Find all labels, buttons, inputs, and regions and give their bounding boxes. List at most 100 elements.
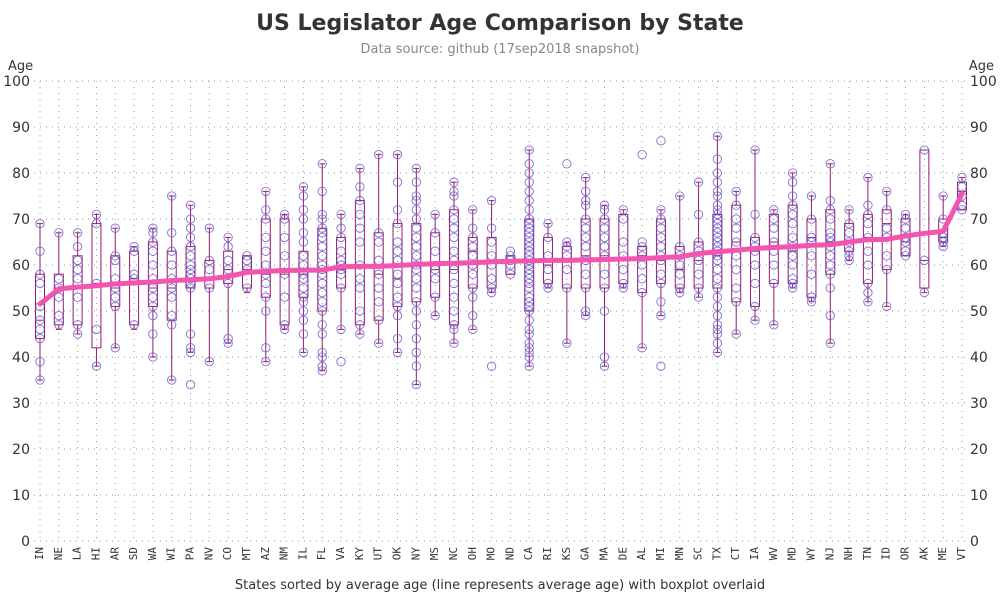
- point-md-1: [788, 278, 798, 289]
- point-nm-1: [279, 320, 290, 330]
- state-label-me: ME: [936, 547, 949, 560]
- point-ma-8: [599, 223, 610, 233]
- point-de-6: [618, 205, 628, 215]
- point-hi-3: [91, 218, 102, 229]
- state-label-mi: MI: [654, 547, 667, 560]
- point-mi-11: [656, 205, 666, 215]
- state-label-wi: WI: [165, 547, 178, 560]
- point-tx-15: [712, 237, 723, 247]
- y-tick-right-20: 20: [970, 442, 988, 458]
- point-fl-13: [317, 251, 327, 261]
- point-tx-22: [712, 205, 723, 215]
- point-ut-7: [374, 228, 384, 238]
- point-hi-0: [91, 361, 102, 371]
- y-tick-right-90: 90: [970, 120, 988, 136]
- point-ny-12: [411, 241, 421, 252]
- point-md-4: [788, 251, 798, 261]
- point-az-0: [261, 356, 271, 367]
- point-va-0: [336, 356, 346, 367]
- point-ny-14: [411, 223, 421, 233]
- point-tx-10: [712, 264, 723, 275]
- point-va-7: [336, 246, 346, 256]
- point-oh-10: [468, 205, 478, 215]
- point-ne-2: [54, 292, 64, 302]
- boxplot-co: [223, 236, 234, 344]
- point-ms-4: [430, 246, 440, 256]
- point-ma-7: [599, 232, 610, 243]
- point-nc-12: [449, 205, 459, 215]
- y-tick-left-70: 70: [12, 212, 30, 228]
- point-vt-3: [957, 182, 967, 192]
- point-me-0: [938, 241, 948, 252]
- state-label-ms: MS: [428, 547, 441, 560]
- point-ne-5: [54, 228, 64, 238]
- point-vt-4: [957, 172, 967, 183]
- point-ok-13: [392, 149, 403, 160]
- point-il-13: [298, 214, 309, 224]
- state-label-ar: AR: [108, 547, 121, 561]
- point-or-0: [900, 251, 911, 261]
- point-fl-17: [317, 223, 327, 233]
- state-label-ks: KS: [560, 547, 573, 560]
- box-iqr: [750, 236, 761, 307]
- point-ri-0: [543, 283, 553, 293]
- y-tick-labels: 0 0 10 10 20 20 30 30 40 40 50 50 60 60 70 70 80 80 90 90 10…: [3, 74, 996, 550]
- point-mi-2: [656, 297, 666, 307]
- point-mi-10: [656, 214, 666, 224]
- box-iqr: [731, 204, 742, 303]
- point-pa-2: [185, 343, 196, 353]
- point-va-3: [336, 269, 346, 279]
- point-ut-3: [374, 283, 384, 293]
- point-nc-9: [449, 232, 459, 243]
- point-mo-0: [486, 361, 497, 371]
- point-nc-11: [449, 214, 459, 224]
- point-ga-7: [581, 223, 591, 233]
- point-ky-10: [355, 182, 365, 192]
- point-ok-3: [392, 301, 403, 312]
- point-ga-8: [581, 214, 591, 224]
- box-iqr: [655, 218, 666, 284]
- point-ca-7: [524, 315, 534, 325]
- point-nc-14: [449, 186, 459, 197]
- state-label-co: CO: [221, 547, 234, 560]
- point-in-8: [35, 246, 45, 256]
- point-ny-16: [411, 205, 421, 215]
- point-mo-1: [486, 287, 497, 298]
- point-fl-16: [317, 228, 327, 238]
- point-md-11: [788, 177, 798, 187]
- point-tx-11: [712, 255, 723, 266]
- point-nj-8: [825, 232, 835, 243]
- point-tx-29: [712, 131, 723, 141]
- point-la-2: [72, 292, 83, 302]
- point-ct-2: [731, 283, 741, 293]
- point-il-7: [298, 274, 309, 284]
- point-ct-0: [731, 329, 741, 339]
- point-tn-9: [863, 172, 873, 183]
- point-mi-0: [656, 361, 666, 371]
- point-ne-4: [54, 274, 64, 284]
- point-fl-21: [317, 159, 327, 169]
- state-label-la: LA: [71, 547, 84, 561]
- point-wv-2: [769, 260, 779, 270]
- point-il-14: [298, 205, 309, 215]
- point-ca-26: [524, 218, 534, 229]
- point-ca-24: [524, 228, 534, 238]
- point-co-3: [223, 264, 233, 275]
- point-ky-0: [355, 329, 365, 339]
- point-nc-5: [449, 278, 459, 289]
- point-ca-22: [524, 237, 534, 247]
- point-ca-3: [524, 343, 534, 353]
- point-wv-0: [769, 320, 779, 330]
- point-ma-9: [599, 214, 610, 224]
- point-pa-0: [185, 379, 196, 390]
- point-md-10: [788, 191, 798, 201]
- point-de-4: [618, 237, 628, 247]
- point-al-7: [637, 149, 647, 160]
- y-tick-right-60: 60: [970, 258, 988, 274]
- point-ar-2: [110, 292, 120, 302]
- point-wy-0: [806, 297, 817, 307]
- point-ar-1: [110, 301, 120, 312]
- point-ut-4: [374, 269, 384, 279]
- state-label-ga: GA: [579, 547, 592, 561]
- point-nd-4: [505, 246, 516, 256]
